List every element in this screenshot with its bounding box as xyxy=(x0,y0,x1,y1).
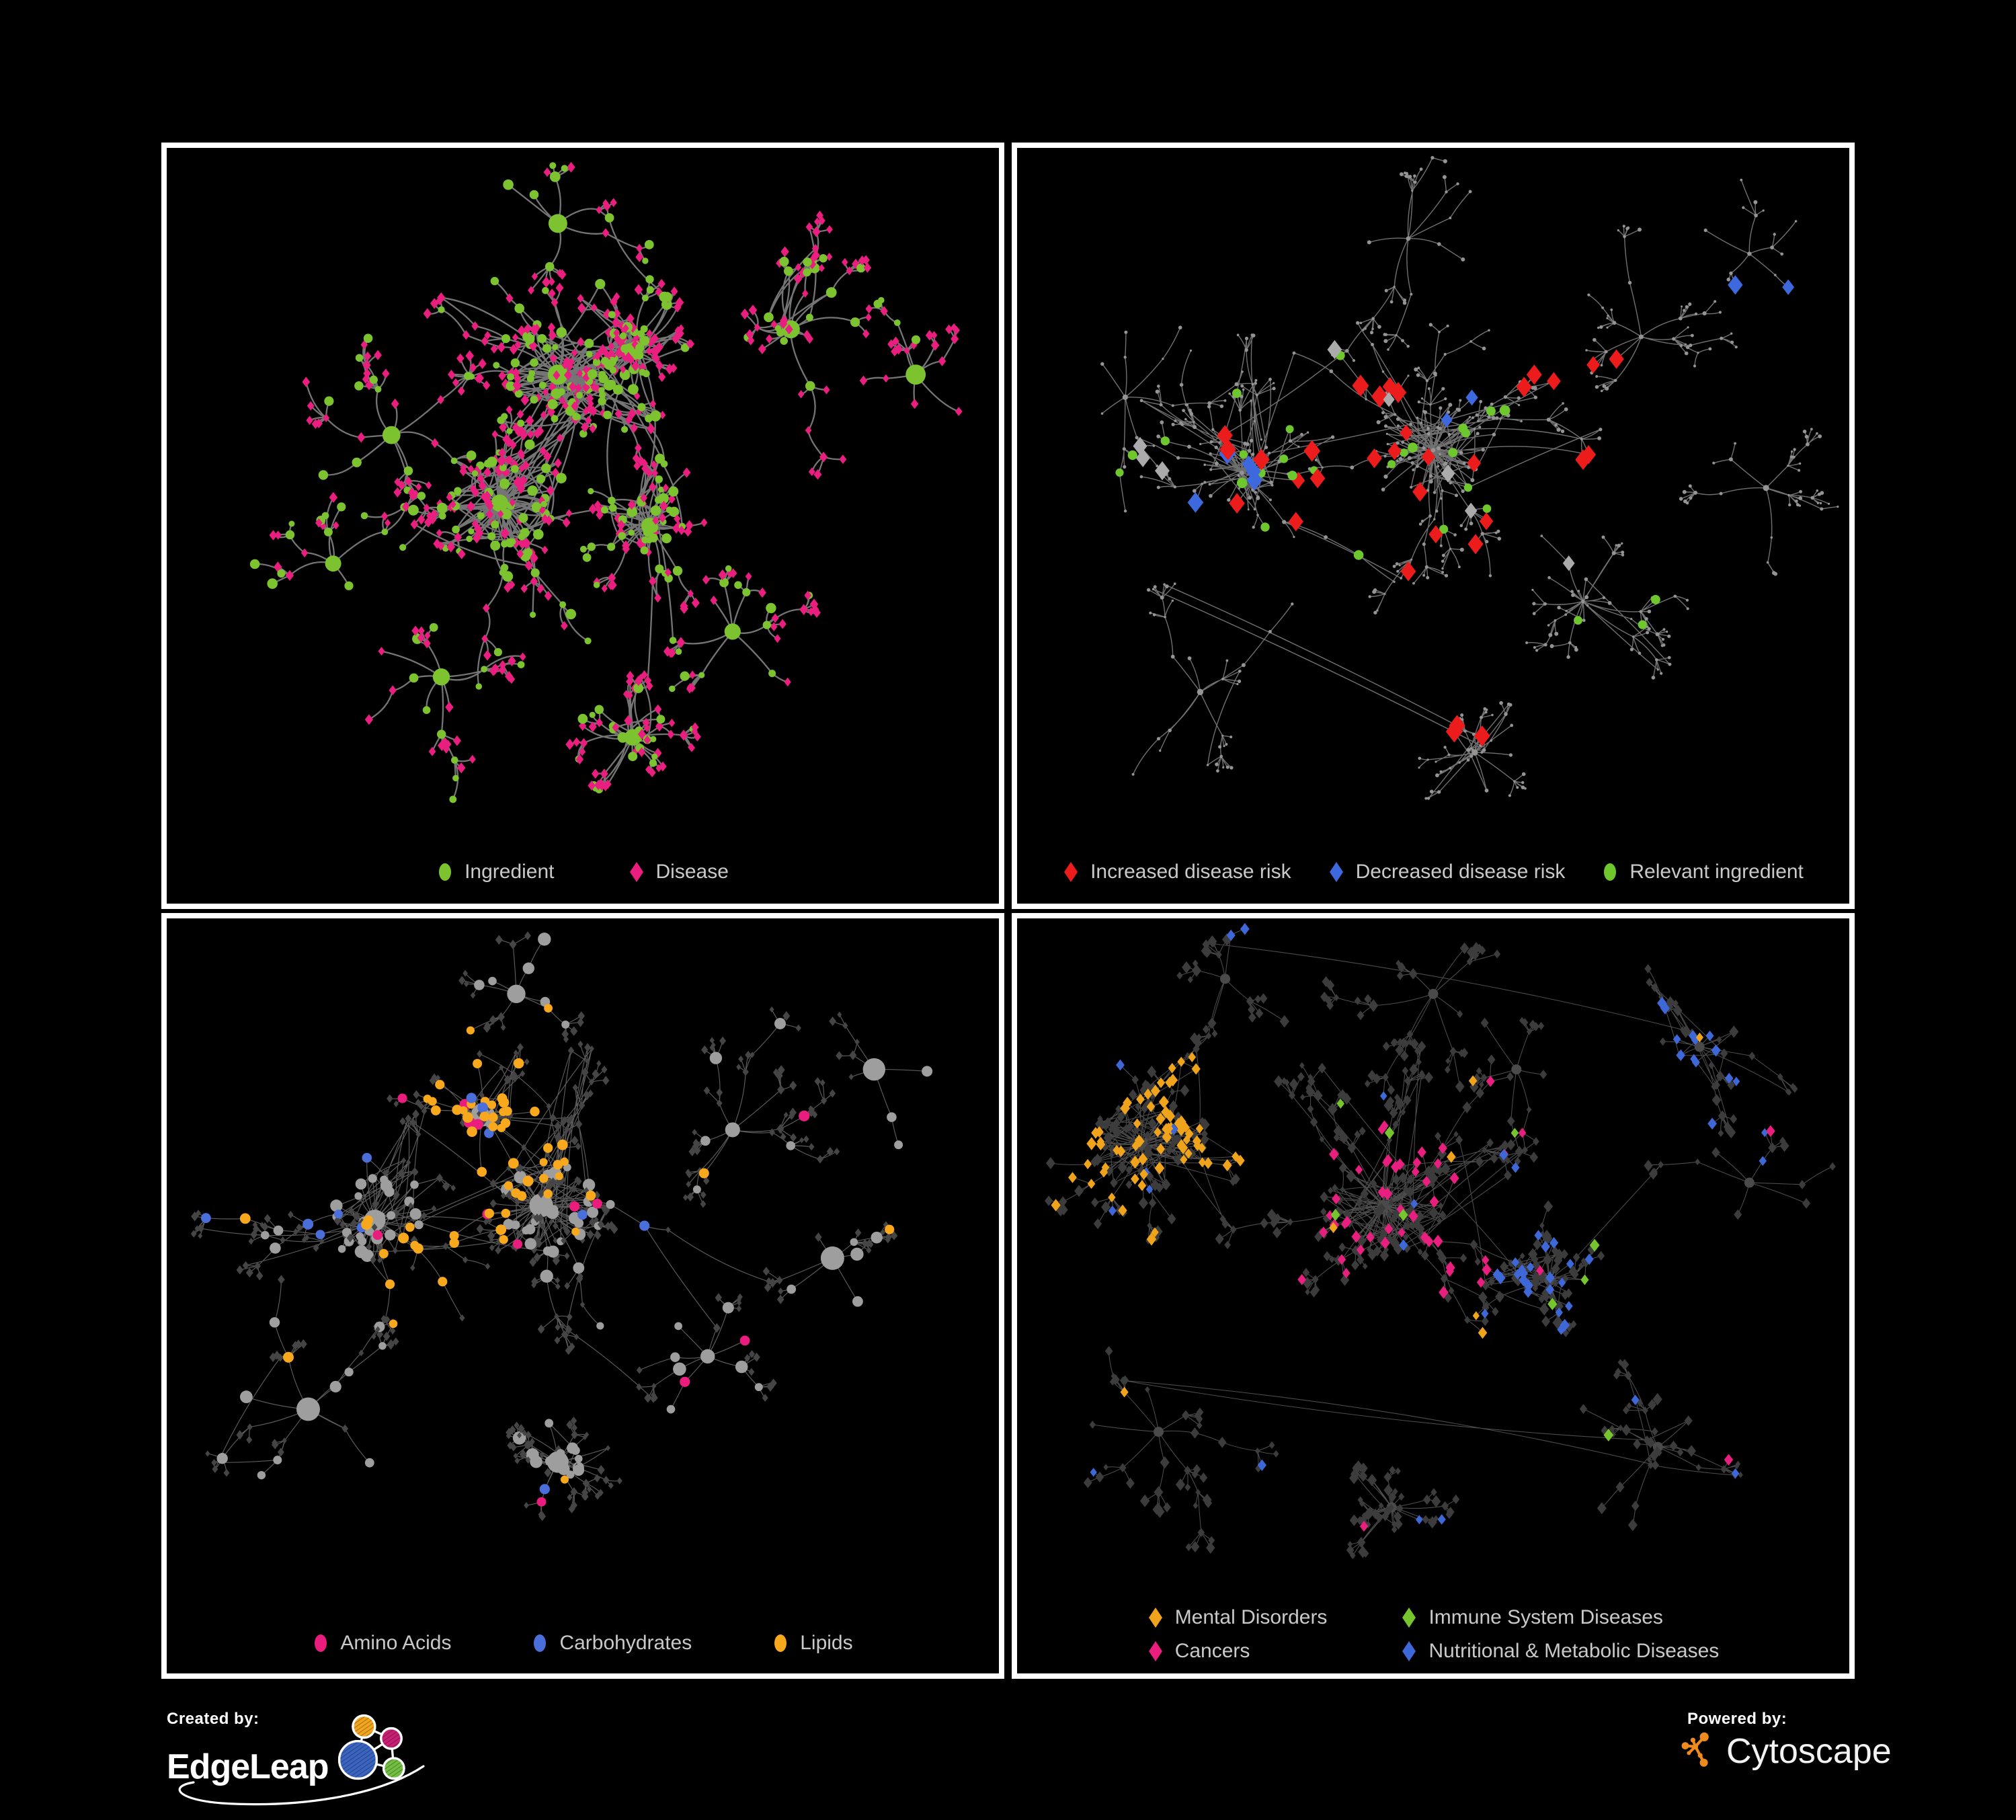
carbohydrates-circle-icon xyxy=(534,1634,547,1652)
legend-item-nutritional-metabolic: Nutritional & Metabolic Diseases xyxy=(1401,1640,1719,1663)
legend-label: Mental Disorders xyxy=(1174,1606,1328,1629)
decreased-risk-diamond-icon xyxy=(1329,862,1343,882)
powered-by-label: Powered by: xyxy=(1687,1710,1787,1728)
network-ingredient-classes xyxy=(190,931,933,1521)
legend-item-cancers: Cancers xyxy=(1147,1640,1328,1663)
edgeleap-wordmark: EdgeLeap xyxy=(167,1747,329,1786)
legend-ingredient-disease: Ingredient Disease xyxy=(167,861,999,883)
legend-item-disease: Disease xyxy=(629,861,729,883)
legend-item-relevant-ingredient: Relevant ingredient xyxy=(1602,861,1804,883)
legend-label: Nutritional & Metabolic Diseases xyxy=(1428,1640,1720,1663)
legend-label: Ingredient xyxy=(465,861,555,883)
legend-item-ingredient: Ingredient xyxy=(437,861,555,883)
legend-label: Amino Acids xyxy=(340,1632,452,1655)
lipids-circle-icon xyxy=(774,1634,787,1652)
legend-disease-categories: Mental Disorders Immune System Diseases … xyxy=(1017,1606,1849,1663)
legend-label: Relevant ingredient xyxy=(1629,861,1804,883)
legend-label: Increased disease risk xyxy=(1090,861,1291,883)
legend-label: Decreased disease risk xyxy=(1355,861,1566,883)
legend-item-amino-acids: Amino Acids xyxy=(313,1632,451,1655)
footer-created-by: Created by: EdgeLeap xyxy=(167,1710,425,1806)
legend-item-carbohydrates: Carbohydrates xyxy=(532,1632,692,1655)
legend-item-immune-system-diseases: Immune System Diseases xyxy=(1401,1606,1719,1629)
legend-item-lipids: Lipids xyxy=(772,1632,853,1655)
relevant-ingredient-circle-icon xyxy=(1604,863,1617,881)
legend-disease-risk: Increased disease risk Decreased disease… xyxy=(1017,861,1849,883)
network-disease-categories xyxy=(1045,922,1836,1560)
nutritional-metabolic-diamond-icon xyxy=(1402,1641,1416,1661)
legend-ingredient-classes: Amino Acids Carbohydrates Lipids xyxy=(167,1632,999,1655)
cytoscape-wordmark: Cytoscape xyxy=(1726,1732,1892,1771)
legend-label: Cancers xyxy=(1174,1640,1250,1663)
mental-disorders-diamond-icon xyxy=(1148,1608,1162,1628)
cytoscape-logo xyxy=(1681,1732,1709,1767)
legend-label: Carbohydrates xyxy=(559,1632,692,1655)
amino-acids-circle-icon xyxy=(315,1634,327,1652)
network-ingredient-disease xyxy=(249,161,963,803)
immune-system-diamond-icon xyxy=(1402,1608,1416,1628)
legend-item-decreased-risk: Decreased disease risk xyxy=(1328,861,1566,883)
cancers-diamond-icon xyxy=(1148,1641,1162,1661)
created-by-label: Created by: xyxy=(167,1710,259,1728)
legend-item-increased-risk: Increased disease risk xyxy=(1063,861,1291,883)
legend-item-mental-disorders: Mental Disorders xyxy=(1147,1606,1328,1629)
legend-label: Disease xyxy=(655,861,729,883)
disease-diamond-icon xyxy=(629,862,643,882)
footer-powered-by: Powered by: Cytoscape xyxy=(1679,1710,1892,1772)
ingredient-circle-icon xyxy=(439,863,452,881)
panel-ingredient-disease: Ingredient Disease xyxy=(161,143,1004,909)
panel-disease-categories: Mental Disorders Immune System Diseases … xyxy=(1012,913,1855,1679)
network-disease-risk xyxy=(1100,156,1839,800)
panel-disease-risk: Increased disease risk Decreased disease… xyxy=(1012,143,1855,909)
panel-ingredient-classes: Amino Acids Carbohydrates Lipids xyxy=(161,913,1004,1679)
increased-risk-diamond-icon xyxy=(1064,862,1078,882)
legend-label: Immune System Diseases xyxy=(1428,1606,1663,1629)
legend-label: Lipids xyxy=(800,1632,853,1655)
edgeleap-logo xyxy=(337,1714,405,1780)
